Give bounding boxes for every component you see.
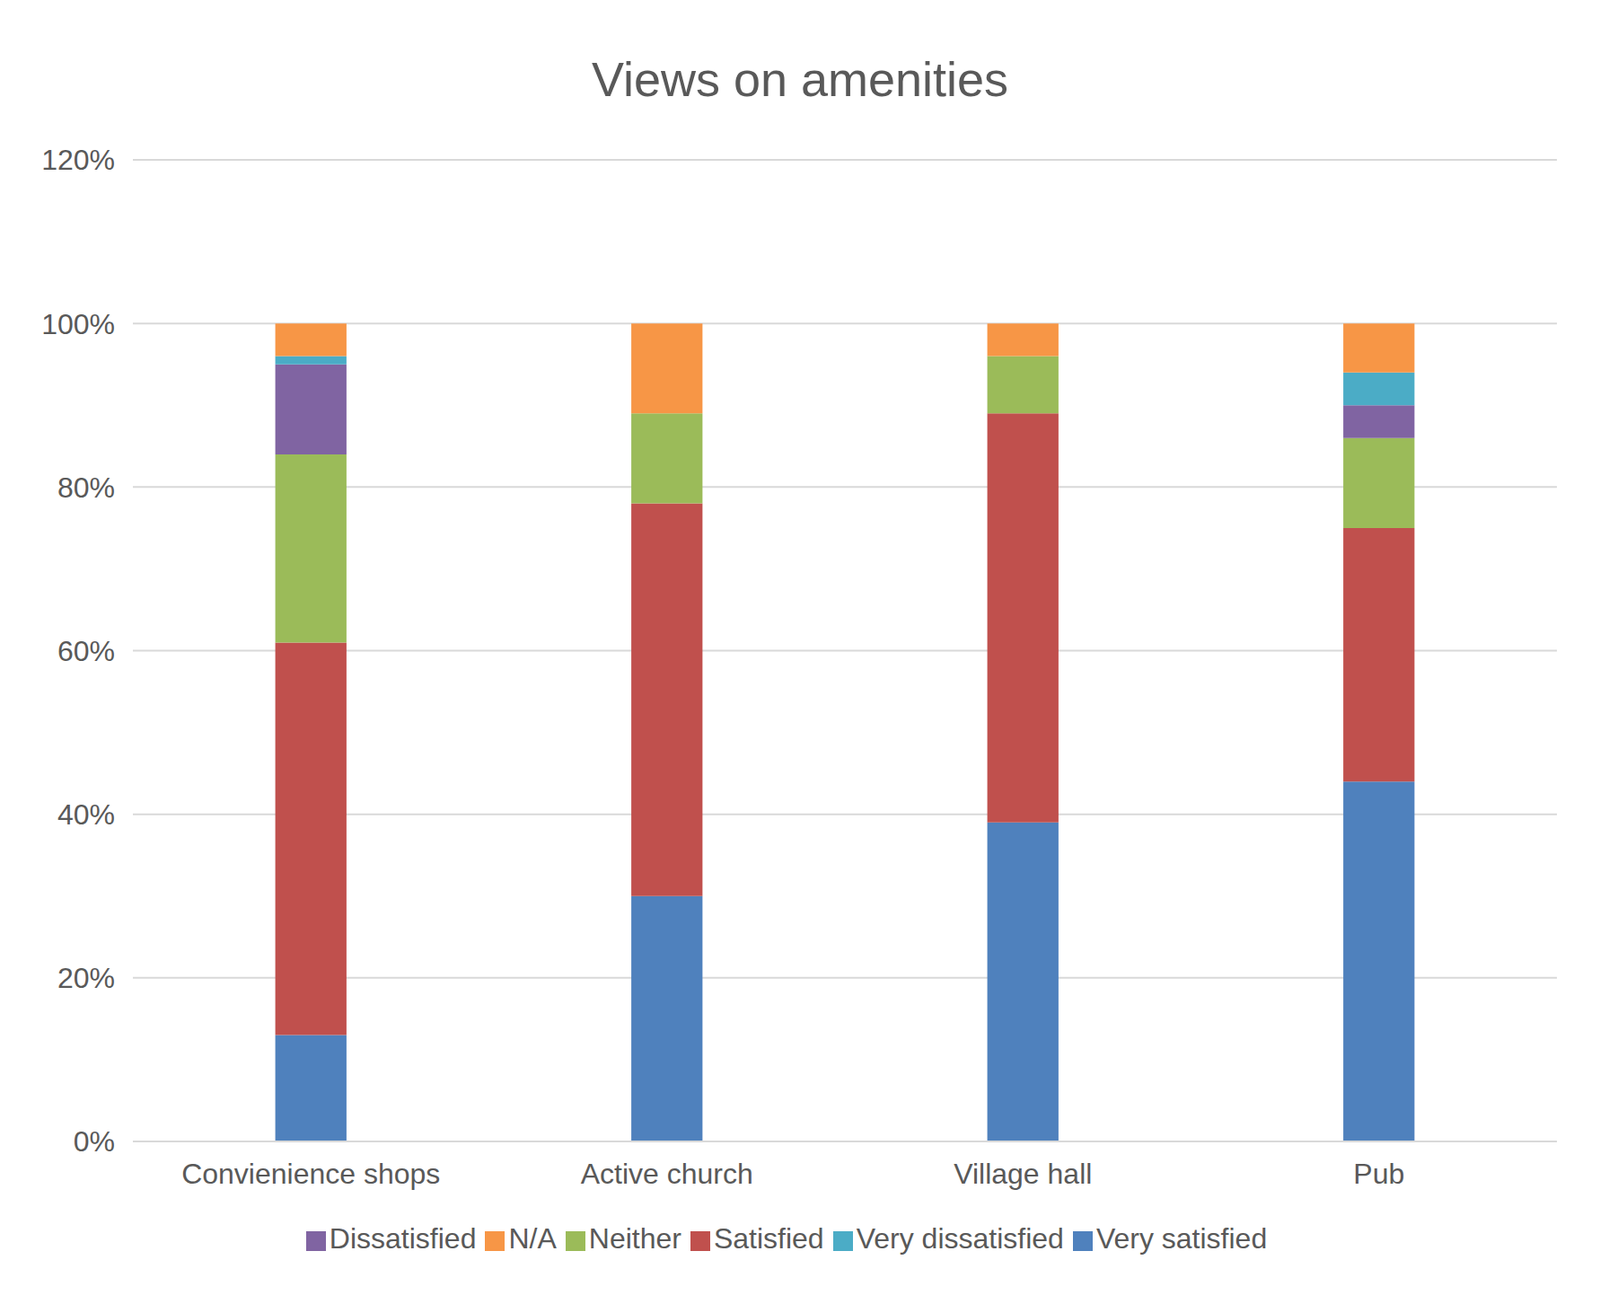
svg-text:Village hall: Village hall — [953, 1157, 1092, 1190]
html-text:Neither: Neither — [588, 1221, 682, 1255]
html-text:Views on amenities: Views on amenities — [591, 52, 1009, 106]
html-text:Dissatisfied: Dissatisfied — [329, 1221, 477, 1255]
svg-text:20%: 20% — [57, 961, 115, 994]
svg-text:Pub: Pub — [1353, 1157, 1405, 1190]
html-text:Satisfied: Satisfied — [713, 1221, 824, 1255]
html-text:Very dissatisfied: Very dissatisfied — [856, 1221, 1064, 1255]
svg-text:120%: 120% — [41, 143, 115, 176]
svg-text:100%: 100% — [41, 307, 115, 341]
svg-text:0%: 0% — [73, 1125, 115, 1158]
svg-text:Convienience shops: Convienience shops — [181, 1157, 440, 1190]
html-text:Very satisfied: Very satisfied — [1096, 1221, 1268, 1255]
svg-text:Active church: Active church — [580, 1157, 754, 1190]
svg-text:80%: 80% — [57, 471, 115, 504]
svg-text:40%: 40% — [57, 798, 115, 831]
html-text:N/A: N/A — [508, 1221, 557, 1255]
svg-text:60%: 60% — [57, 634, 115, 668]
